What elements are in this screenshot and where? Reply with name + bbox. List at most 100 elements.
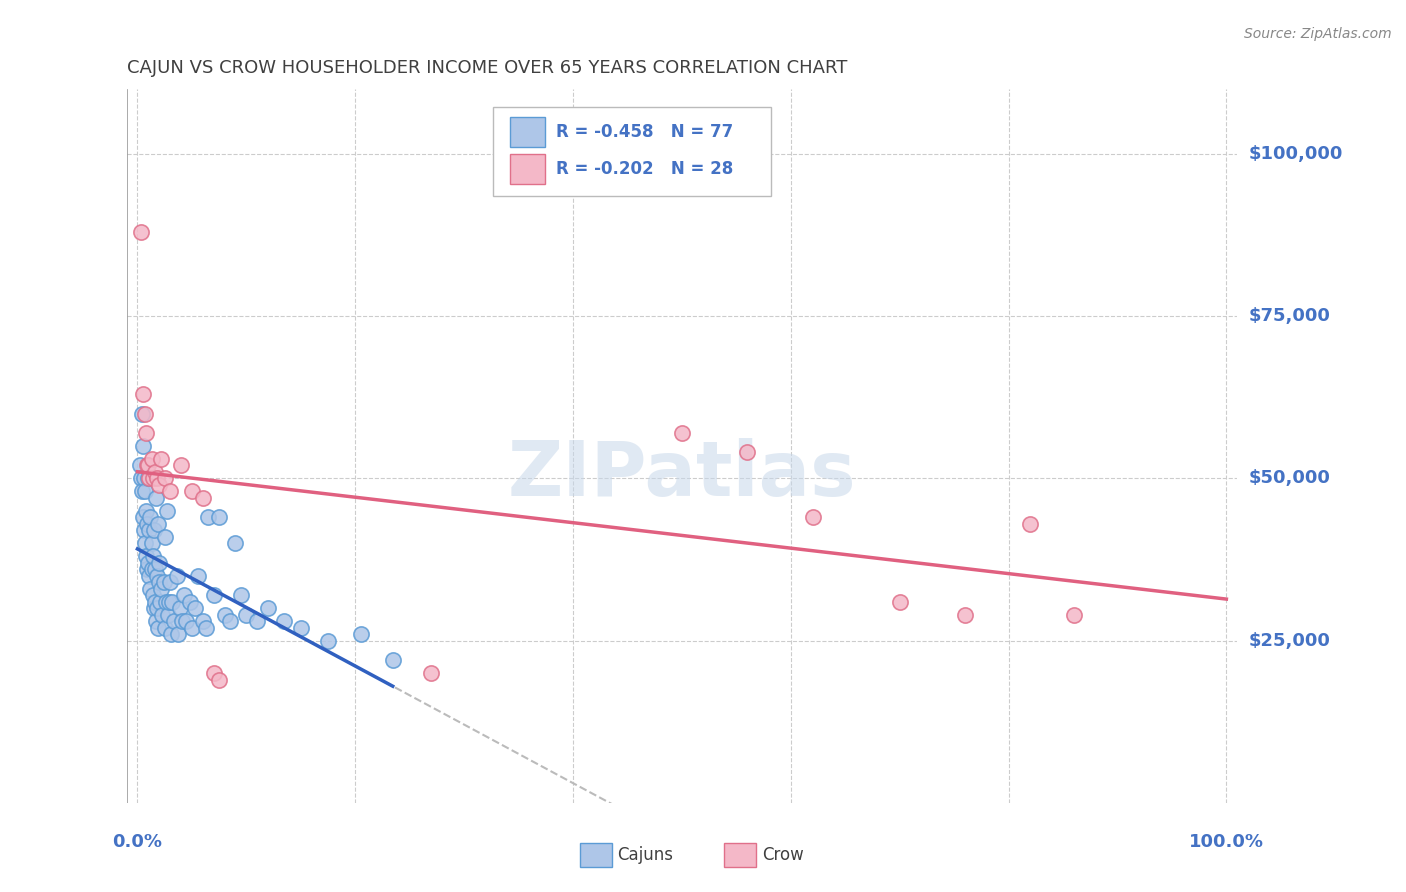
Point bbox=[148, 478, 170, 492]
Point bbox=[173, 588, 195, 602]
Point bbox=[152, 607, 174, 622]
Point bbox=[146, 568, 169, 582]
Point bbox=[139, 582, 162, 596]
Point bbox=[132, 510, 155, 524]
Point bbox=[316, 633, 339, 648]
Point bbox=[129, 471, 152, 485]
FancyBboxPatch shape bbox=[724, 843, 756, 867]
Text: $75,000: $75,000 bbox=[1249, 307, 1330, 326]
Point bbox=[138, 471, 160, 485]
Text: $25,000: $25,000 bbox=[1249, 632, 1330, 649]
Point bbox=[162, 595, 184, 609]
Point bbox=[671, 425, 693, 440]
FancyBboxPatch shape bbox=[510, 154, 546, 184]
FancyBboxPatch shape bbox=[579, 843, 612, 867]
Text: Cajuns: Cajuns bbox=[617, 846, 673, 863]
Point bbox=[132, 387, 155, 401]
Point bbox=[170, 458, 193, 473]
Point bbox=[143, 562, 166, 576]
Text: R = -0.458   N = 77: R = -0.458 N = 77 bbox=[557, 123, 734, 141]
Point bbox=[350, 627, 373, 641]
Point bbox=[136, 471, 159, 485]
Point bbox=[191, 614, 214, 628]
Point bbox=[208, 673, 231, 687]
Point bbox=[145, 491, 167, 505]
Point bbox=[202, 588, 225, 602]
Point bbox=[129, 225, 152, 239]
Point bbox=[889, 595, 911, 609]
Point bbox=[148, 556, 170, 570]
Text: Crow: Crow bbox=[762, 846, 804, 863]
Point bbox=[191, 491, 214, 505]
Point bbox=[135, 504, 157, 518]
Point bbox=[420, 666, 443, 681]
Point bbox=[1063, 607, 1085, 622]
Point bbox=[136, 516, 159, 531]
Point bbox=[1019, 516, 1042, 531]
Point bbox=[953, 607, 976, 622]
Text: $50,000: $50,000 bbox=[1249, 469, 1330, 487]
Point bbox=[235, 607, 257, 622]
Point bbox=[146, 601, 169, 615]
Point bbox=[136, 458, 159, 473]
Point bbox=[166, 627, 188, 641]
Text: $100,000: $100,000 bbox=[1249, 145, 1343, 163]
Point bbox=[138, 524, 160, 538]
Point bbox=[801, 510, 824, 524]
Point bbox=[132, 471, 155, 485]
Text: Source: ZipAtlas.com: Source: ZipAtlas.com bbox=[1244, 27, 1392, 41]
Point bbox=[153, 471, 176, 485]
Point bbox=[176, 614, 198, 628]
Point bbox=[219, 614, 242, 628]
Point bbox=[145, 614, 167, 628]
Point bbox=[138, 568, 160, 582]
Point bbox=[149, 595, 172, 609]
Point bbox=[131, 484, 153, 499]
Point bbox=[180, 621, 202, 635]
Point bbox=[139, 510, 162, 524]
Point bbox=[142, 588, 165, 602]
Point bbox=[134, 484, 156, 499]
Point bbox=[157, 595, 180, 609]
Point bbox=[382, 653, 405, 667]
Point bbox=[136, 458, 159, 473]
Point bbox=[214, 607, 236, 622]
Point bbox=[257, 601, 280, 615]
Point bbox=[197, 510, 219, 524]
Point bbox=[148, 575, 170, 590]
FancyBboxPatch shape bbox=[510, 117, 546, 147]
Point bbox=[135, 425, 157, 440]
Point bbox=[163, 614, 186, 628]
Point bbox=[187, 568, 209, 582]
Point bbox=[142, 524, 165, 538]
Point bbox=[142, 601, 165, 615]
Point bbox=[159, 575, 181, 590]
Text: R = -0.202   N = 28: R = -0.202 N = 28 bbox=[557, 161, 734, 178]
Text: 100.0%: 100.0% bbox=[1189, 833, 1264, 851]
Text: 0.0%: 0.0% bbox=[112, 833, 163, 851]
Point bbox=[208, 510, 231, 524]
Point bbox=[132, 524, 155, 538]
Point bbox=[146, 471, 169, 485]
Point bbox=[160, 627, 183, 641]
Point bbox=[184, 601, 207, 615]
Point bbox=[141, 536, 163, 550]
Point bbox=[150, 582, 173, 596]
Point bbox=[141, 562, 163, 576]
Point bbox=[290, 621, 312, 635]
Point bbox=[142, 549, 165, 564]
Point bbox=[153, 621, 176, 635]
Point bbox=[273, 614, 295, 628]
Point bbox=[156, 607, 179, 622]
Point bbox=[152, 575, 174, 590]
Point bbox=[134, 407, 156, 421]
Point bbox=[150, 452, 173, 467]
Point bbox=[155, 595, 177, 609]
Point bbox=[195, 621, 218, 635]
Point bbox=[136, 556, 159, 570]
Point bbox=[146, 621, 169, 635]
Point bbox=[224, 536, 246, 550]
Point bbox=[141, 452, 163, 467]
Point bbox=[153, 530, 176, 544]
Point bbox=[146, 516, 169, 531]
